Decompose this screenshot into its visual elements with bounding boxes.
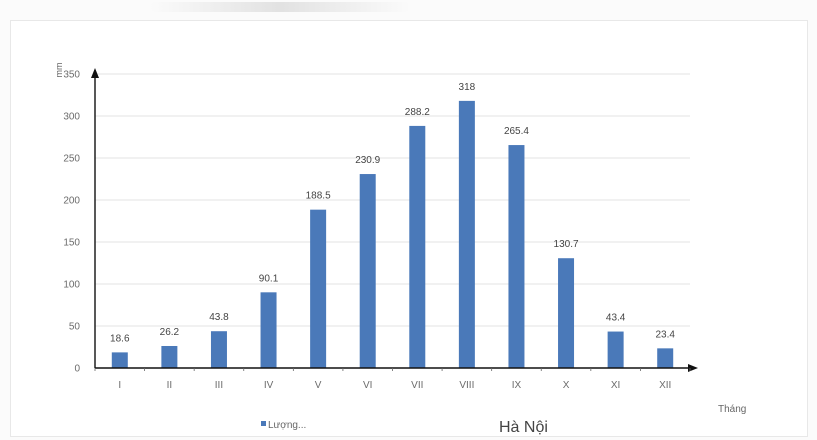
bar-VII: [409, 125, 426, 368]
value-label: 43.8: [209, 312, 229, 323]
x-axis-arrow: [688, 364, 698, 372]
chart-title: Hà Nội: [499, 419, 548, 436]
y-axis-label: mm: [54, 63, 64, 78]
x-tick-label: V: [315, 380, 322, 391]
bar-XII: [657, 348, 674, 368]
value-label: 130.7: [554, 239, 579, 250]
x-tick-label: I: [118, 380, 121, 391]
bar-series: [111, 100, 674, 368]
value-label: 230.9: [355, 155, 380, 166]
y-tick-label: 0: [74, 364, 80, 375]
value-label: 26.2: [160, 327, 180, 338]
y-tick-label: 350: [63, 70, 80, 81]
bar-VIII: [458, 100, 475, 368]
y-tick-labels: 0 50 100 150 200 250 300 350: [63, 70, 80, 375]
value-label: 288.2: [405, 107, 430, 118]
bar-II: [161, 345, 178, 368]
x-tick-label: VIII: [459, 380, 474, 391]
bar-III: [210, 331, 227, 368]
y-tick-label: 100: [63, 280, 80, 291]
legend-swatch: [261, 421, 266, 426]
x-axis-label: Tháng: [718, 404, 746, 415]
y-tick-label: 50: [69, 322, 81, 333]
value-label: 43.4: [606, 313, 626, 324]
y-tick-label: 200: [63, 196, 80, 207]
gridlines: [95, 73, 690, 327]
value-label: 23.4: [655, 329, 675, 340]
y-tick-label: 250: [63, 154, 80, 165]
x-tick-label: XI: [611, 380, 620, 391]
bar-IX: [508, 145, 525, 368]
value-label: 188.5: [306, 191, 331, 202]
x-tick-label: II: [167, 380, 173, 391]
bar-XI: [607, 331, 624, 368]
bar-VI: [359, 174, 376, 368]
y-axis-arrow: [91, 68, 99, 78]
value-label: 90.1: [259, 273, 279, 284]
bar-X: [558, 258, 575, 368]
x-tick-label: X: [563, 380, 570, 391]
blurred-header-text: [150, 2, 410, 12]
x-tick-label: XII: [659, 380, 671, 391]
y-tick-label: 150: [63, 238, 80, 249]
legend-label: Lượng...: [268, 420, 306, 431]
x-tick-label: VI: [363, 380, 372, 391]
x-tick-labels: I II III IV V VI VII VIII IX X XI XII: [118, 380, 671, 391]
value-label: 318: [459, 82, 476, 93]
value-labels: 18.6 26.2 43.8 90.1 188.5 230.9 288.2 318 265.4 1…: [110, 82, 675, 344]
bar-IV: [260, 292, 277, 368]
x-tick-label: IX: [512, 380, 522, 391]
bar-I: [111, 352, 128, 368]
y-tick-label: 300: [63, 112, 80, 123]
bar-V: [310, 209, 327, 368]
axes: [91, 68, 698, 372]
x-tick-label: III: [215, 380, 223, 391]
value-label: 18.6: [110, 333, 130, 344]
x-tick-label: IV: [264, 380, 274, 391]
x-tick-label: VII: [411, 380, 423, 391]
value-label: 265.4: [504, 126, 529, 137]
